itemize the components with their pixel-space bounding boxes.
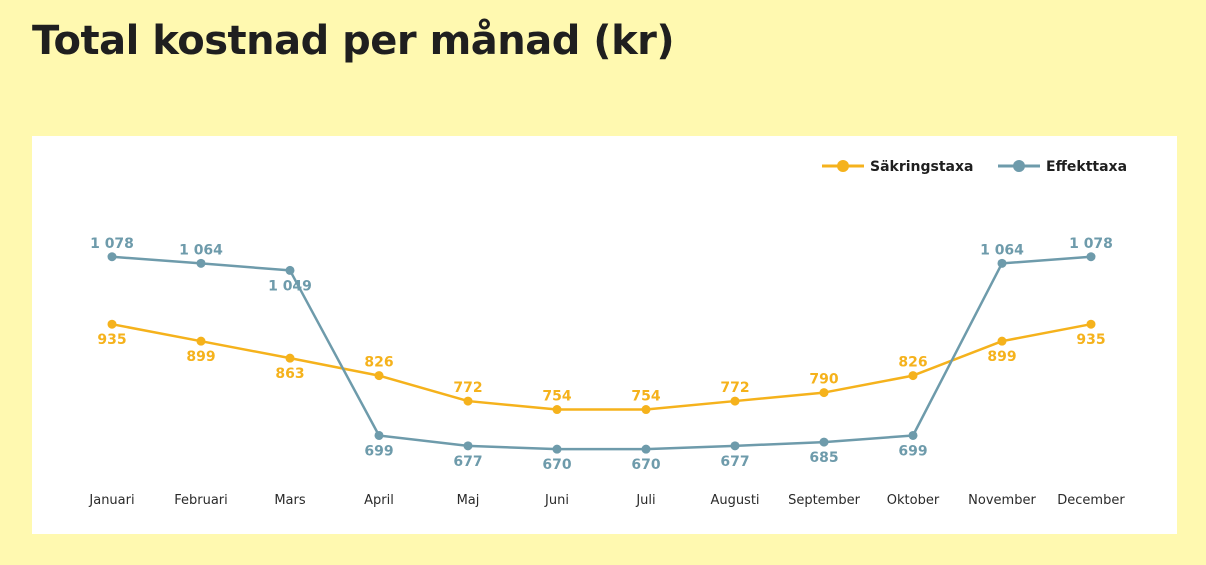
data-label-sakringstaxa: 826 [364, 355, 393, 371]
data-label-sakringstaxa: 772 [453, 380, 482, 396]
data-label-effekttaxa: 670 [631, 457, 660, 473]
data-point-effekttaxa [1086, 252, 1096, 262]
legend-marker-effekttaxa [1013, 160, 1025, 172]
data-point-sakringstaxa [641, 405, 651, 415]
x-tick-label: September [788, 493, 861, 508]
data-label-sakringstaxa: 754 [542, 389, 571, 405]
x-tick-label: Oktober [887, 493, 940, 508]
chart-legend: Säkringstaxa Effekttaxa [822, 159, 1127, 175]
data-label-effekttaxa: 1 064 [980, 242, 1024, 258]
data-point-effekttaxa [641, 444, 651, 454]
data-point-effekttaxa [285, 265, 295, 275]
data-label-sakringstaxa: 754 [631, 389, 660, 405]
series-line-effekttaxa [111, 255, 1092, 451]
data-point-sakringstaxa [196, 336, 206, 346]
data-label-sakringstaxa: 790 [809, 372, 838, 388]
data-point-sakringstaxa [552, 405, 562, 415]
x-tick-label: Januari [88, 493, 134, 508]
chart-card: Säkringstaxa Effekttaxa 935 899 863 826 772 75… [32, 136, 1177, 534]
legend-label-sakringstaxa: Säkringstaxa [870, 159, 973, 175]
x-tick-label: Juni [544, 493, 569, 508]
data-label-effekttaxa: 699 [364, 443, 393, 459]
data-point-effekttaxa [730, 441, 740, 451]
data-point-sakringstaxa [819, 388, 829, 398]
data-point-effekttaxa [997, 258, 1007, 268]
data-point-effekttaxa [908, 430, 918, 440]
data-label-effekttaxa: 699 [898, 443, 927, 459]
data-label-effekttaxa: 677 [453, 454, 482, 470]
data-label-effekttaxa: 1 064 [179, 242, 223, 258]
data-label-effekttaxa: 1 049 [268, 278, 312, 294]
data-point-sakringstaxa [285, 353, 295, 363]
series-line-sakringstaxa [111, 322, 1092, 411]
line-chart: Säkringstaxa Effekttaxa 935 899 863 826 772 75… [88, 159, 1127, 508]
x-tick-label: Maj [457, 493, 480, 508]
data-point-effekttaxa [107, 252, 117, 262]
data-point-effekttaxa [819, 437, 829, 447]
data-label-effekttaxa: 670 [542, 457, 571, 473]
legend-marker-sakringstaxa [837, 160, 849, 172]
x-tick-label: December [1057, 493, 1125, 508]
data-point-sakringstaxa [107, 319, 117, 329]
series-points [107, 252, 1096, 454]
x-tick-label: November [968, 493, 1036, 508]
data-point-effekttaxa [463, 441, 473, 451]
data-point-effekttaxa [552, 444, 562, 454]
data-point-effekttaxa [374, 430, 384, 440]
data-label-effekttaxa: 1 078 [90, 236, 134, 252]
data-label-sakringstaxa: 899 [987, 349, 1016, 365]
series-lines [111, 255, 1092, 451]
data-label-effekttaxa: 685 [809, 450, 838, 466]
data-label-sakringstaxa: 863 [275, 366, 304, 382]
data-label-effekttaxa: 677 [720, 454, 749, 470]
data-point-sakringstaxa [908, 371, 918, 381]
data-label-sakringstaxa: 772 [720, 380, 749, 396]
page-title: Total kostnad per månad (kr) [32, 18, 675, 64]
data-label-sakringstaxa: 899 [186, 349, 215, 365]
x-axis-ticks: Januari Februari Mars April Maj Juni Juli Augus… [88, 493, 1125, 508]
data-point-sakringstaxa [997, 336, 1007, 346]
x-tick-label: Augusti [710, 493, 759, 508]
data-label-sakringstaxa: 935 [1076, 332, 1105, 348]
data-point-sakringstaxa [374, 371, 384, 381]
x-tick-label: April [364, 493, 394, 508]
data-point-sakringstaxa [1086, 319, 1096, 329]
data-point-effekttaxa [196, 258, 206, 268]
data-point-sakringstaxa [463, 396, 473, 406]
data-label-sakringstaxa: 935 [97, 332, 126, 348]
legend-label-effekttaxa: Effekttaxa [1046, 159, 1127, 175]
x-tick-label: Februari [174, 493, 228, 508]
data-point-sakringstaxa [730, 396, 740, 406]
x-tick-label: Mars [274, 493, 306, 508]
x-tick-label: Juli [635, 493, 655, 508]
data-label-effekttaxa: 1 078 [1069, 236, 1113, 252]
data-labels: 935 899 863 826 772 754 754 772 790 826 899 935 1 07… [90, 236, 1113, 473]
data-label-sakringstaxa: 826 [898, 355, 927, 371]
